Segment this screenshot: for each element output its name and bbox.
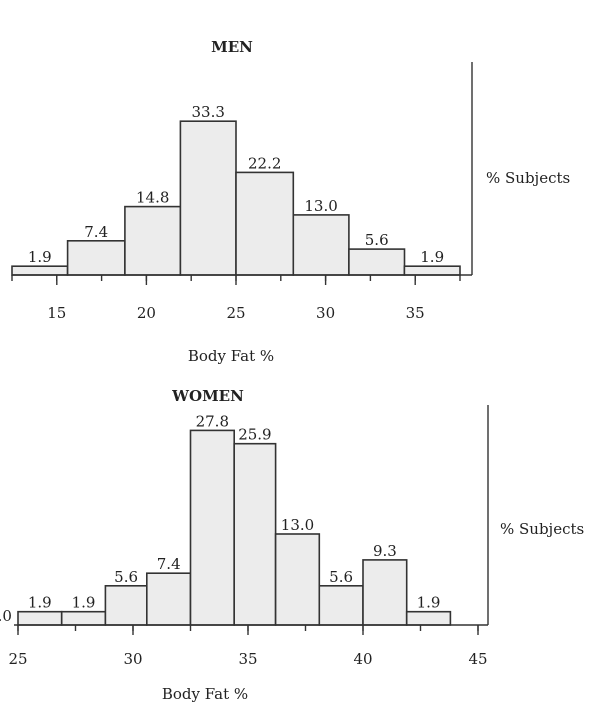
women-bar-5 [233,442,277,626]
men-tick-label-4: 35 [406,304,425,322]
women-bar-8 [362,559,408,626]
men-bars: 1.9 7.4 14.8 33.3 22.2 13.0 5.6 1.9 [11,103,461,276]
men-bar-7 [403,265,461,276]
men-bar-3 [179,120,237,276]
women-bar-label-8: 9.3 [373,542,397,560]
women-bar-3 [146,572,192,626]
women-bars: 1.9 1.9 5.6 7.4 27.8 25.9 13.0 5.6 9.3 1.9 0.0 [0,412,452,626]
men-bar-label-0: 1.9 [28,248,52,266]
men-bar-label-3: 33.3 [191,103,224,121]
men-tick-label-3: 30 [316,304,335,322]
women-bar-label-9: 1.9 [417,594,441,612]
women-tick-label-4: 45 [468,650,487,668]
women-bar-label-5: 25.9 [238,426,271,444]
men-bar-label-4: 22.2 [248,154,281,172]
women-bar-1 [60,610,107,626]
men-tick-label-1: 20 [137,304,156,322]
women-bar-label-6: 13.0 [281,516,314,534]
women-tick-label-3: 40 [353,650,372,668]
men-bar-label-2: 14.8 [136,189,169,207]
women-histogram: WOMEN 1.9 1.9 5.6 7.4 27.8 25.9 13.0 5.6 9.3 1.9 0… [0,387,584,703]
women-bar-label-4: 27.8 [196,412,229,430]
women-bar-label-3: 7.4 [157,555,181,573]
women-bar-label-0: 1.9 [28,594,52,612]
men-bar-1 [66,240,126,276]
women-bar-2 [104,584,148,626]
women-bar-7 [318,584,364,626]
men-bar-5 [292,214,350,276]
women-bar-4 [189,429,236,626]
women-bar-label-10: 0.0 [0,607,12,625]
women-bar-0 [17,610,63,626]
men-bar-label-5: 13.0 [304,197,337,215]
men-y-label: % Subjects [486,169,570,187]
men-bar-label-6: 5.6 [365,231,389,249]
women-y-label: % Subjects [500,520,584,538]
men-bar-6 [348,248,406,276]
men-bar-label-1: 7.4 [84,223,108,241]
women-tick-label-2: 35 [238,650,257,668]
women-bar-6 [274,533,321,626]
men-tick-label-2: 25 [226,304,245,322]
men-bar-0 [11,265,69,276]
women-bar-label-1: 1.9 [72,594,96,612]
men-x-label: Body Fat % [188,347,274,365]
women-x-label: Body Fat % [162,685,248,703]
men-title: MEN [211,38,253,56]
men-tick-label-0: 15 [47,304,66,322]
men-bar-4 [235,171,295,276]
women-tick-label-0: 25 [8,650,27,668]
men-x-axis: 15 20 25 30 35 [11,274,472,322]
women-bar-label-2: 5.6 [114,568,138,586]
women-bar-label-7: 5.6 [329,568,353,586]
men-histogram: MEN 1.9 7.4 14.8 33.3 22.2 13.0 5.6 1.9 15 20 25 3… [11,38,570,365]
women-x-axis: 25 30 35 40 45 [8,624,488,668]
men-bar-2 [124,205,182,276]
women-bar-9 [405,610,452,626]
men-bar-label-7: 1.9 [420,248,444,266]
women-title: WOMEN [171,387,244,405]
women-tick-label-1: 30 [123,650,142,668]
